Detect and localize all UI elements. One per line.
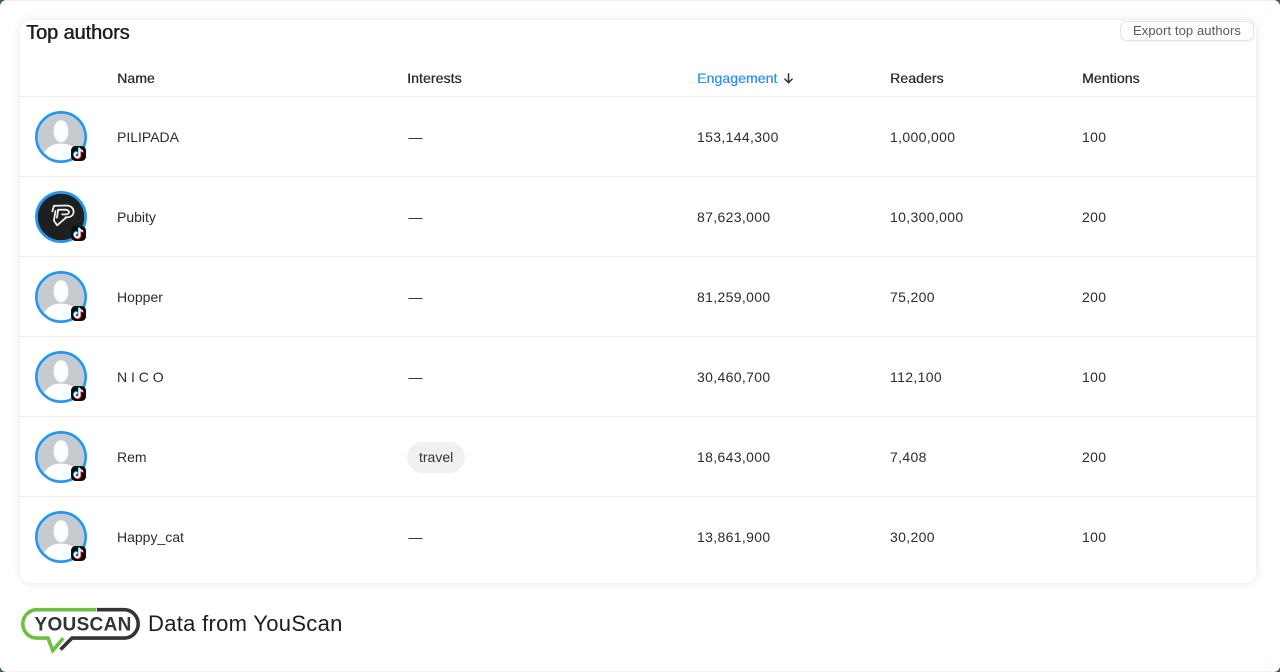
- svg-text:YOUSCAN: YOUSCAN: [35, 614, 132, 635]
